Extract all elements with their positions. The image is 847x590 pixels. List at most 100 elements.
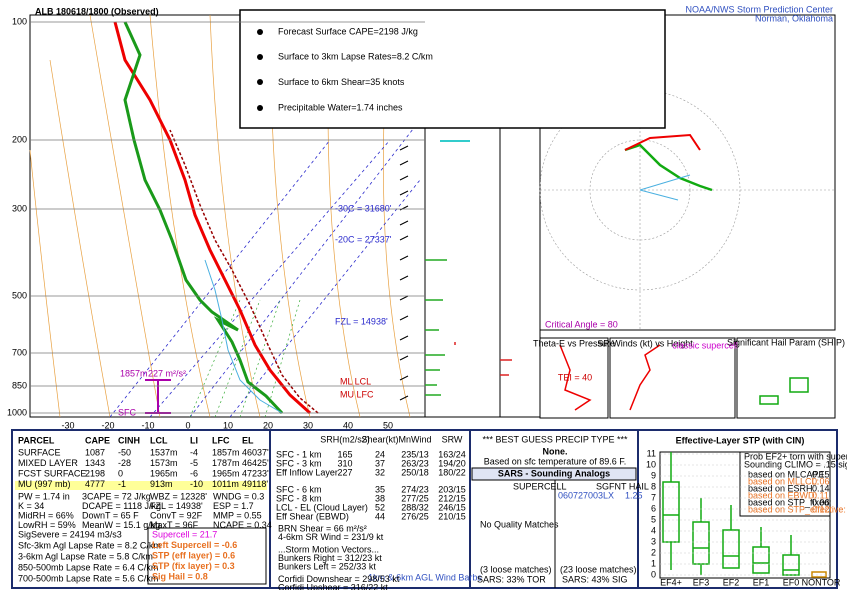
lapse-rate: 3-6km Agl Lapse Rate = 5.8 C/km	[18, 551, 153, 561]
index-cell: WBZ = 12328'	[150, 491, 207, 501]
mixing-ratio-lines	[189, 299, 301, 418]
stp-boxplots	[662, 452, 800, 576]
sars-title: SARS - Sounding Analogs	[498, 468, 610, 478]
panel-label: Significant Hail Param (SHIP)	[727, 337, 845, 347]
stp-based-value: 0.06	[812, 497, 830, 507]
hodograph-trace-high	[624, 133, 701, 151]
lapse-rate: 700-500mb Lapse Rate = 5.6 C/km	[18, 573, 158, 583]
index-cell: NCAPE = 0.34	[213, 520, 272, 530]
kin-cell: 52	[375, 502, 385, 512]
temperature-label: -10	[141, 420, 154, 430]
parcel-header: PARCEL	[18, 435, 55, 445]
parcel-cell: 1011m	[212, 479, 239, 489]
kin-line: Bunkers Right = 312/23 kt	[278, 553, 382, 563]
precip-type: None.	[542, 446, 567, 456]
callout-box	[239, 9, 666, 129]
kin-cell: 44	[375, 511, 385, 521]
kin-label: Eff Shear (EBWD)	[276, 511, 349, 521]
kin-cell: 210/15	[438, 511, 466, 521]
skewt-annotation: -30C = 31680'	[335, 203, 392, 213]
pressure-label: 200	[12, 134, 27, 144]
stp-ytick: 0	[651, 569, 656, 579]
kin-label: SFC - 8 km	[276, 493, 322, 503]
theta-e-panel	[539, 337, 609, 419]
sars-text: 060727003LX	[558, 490, 614, 500]
stp-based-value: 0.06	[812, 476, 830, 486]
parcel-cell: -10	[190, 479, 203, 489]
sars-title-box	[471, 467, 637, 481]
temperature-label: -20	[101, 420, 114, 430]
stp-based-value: 0.15	[812, 469, 830, 479]
pressure-label: 100	[12, 16, 27, 26]
sars-text: SARS: 43% SIG	[562, 574, 628, 584]
panel-label: classic supercell	[672, 340, 738, 350]
ship-panel	[736, 337, 836, 419]
stp-based-label: based on EBWD:	[748, 490, 817, 500]
skewt-annotation: 1857m	[120, 368, 148, 378]
kin-line: Bunkers Left = 252/33 kt	[278, 561, 376, 571]
parcel-cell: 1087	[85, 447, 105, 457]
mu-row-highlight	[15, 481, 267, 490]
pressure-label: 850	[12, 380, 27, 390]
parcel-cell: -28	[118, 458, 131, 468]
pressure-label: 700	[12, 347, 27, 357]
index-cell: MidRH = 66%	[18, 510, 74, 520]
precip-header: *** BEST GUESS PRECIP TYPE ***	[482, 434, 628, 444]
index-cell: MeanW = 15.1 g/kg	[82, 520, 160, 530]
sigsevere: SigSevere = 24194 m3/s3	[18, 529, 122, 539]
kin-header: SRW	[442, 434, 463, 444]
sars-text: SARS: 33% TOR	[477, 574, 546, 584]
index-cell: FZL = 14938'	[150, 501, 203, 511]
panel-label: 1km & 6km AGL Wind Barbs	[368, 572, 482, 582]
kin-cell: 263/23	[401, 458, 429, 468]
parcel-header: LCL	[150, 435, 168, 445]
kin-label: Eff Inflow Layer	[276, 467, 338, 477]
kin-cell: 194/20	[438, 458, 466, 468]
parcel-cell: 1537m	[150, 447, 178, 457]
kin-cell: 38	[375, 493, 385, 503]
kin-cell: 35	[375, 484, 385, 494]
index-cell: ConvT = 92F	[150, 510, 203, 520]
sars-text: (23 loose matches)	[560, 564, 637, 574]
stp-based-value: 0.11	[812, 490, 829, 500]
stp-legend: Prob EF2+ torn with supercell	[744, 451, 847, 461]
parcel-cell: 49118'	[242, 479, 268, 489]
temperature-label: 10	[223, 420, 233, 430]
temperature-trace	[113, 21, 312, 415]
parcel-cell: FCST SURFACE	[18, 468, 86, 478]
callout-line: Surface to 6km Shear=35 knots	[278, 77, 405, 87]
stp-category: EF2	[723, 577, 740, 587]
kin-header: MnWind	[398, 434, 431, 444]
index-cell: MaxT = 96F	[150, 520, 199, 530]
ship-box	[759, 395, 779, 405]
bullets	[257, 29, 263, 111]
stp-ytick: 5	[651, 514, 656, 524]
sr-wind-trace	[629, 344, 661, 411]
stp-ytick: 7	[651, 492, 656, 502]
inferred-temp-advection	[425, 259, 447, 396]
wetbulb-trace	[204, 259, 283, 414]
kin-cell: 310	[337, 458, 352, 468]
parcel-cell: 47233'	[242, 468, 269, 478]
sars-text: 1.25	[625, 490, 643, 500]
kin-cell: 32	[375, 467, 385, 477]
stp-category: EF1	[753, 577, 770, 587]
index-cell: DownT = 65 F	[82, 510, 139, 520]
theta-e-trace	[559, 344, 592, 411]
stp-category: EF0	[783, 577, 800, 587]
stp-ytick: 4	[651, 525, 656, 535]
parcel-cell: -6	[190, 468, 198, 478]
kin-cell: 163/24	[438, 449, 466, 459]
kin-cell: 274/23	[401, 484, 429, 494]
lapse-rate: 850-500mb Lapse Rate = 6.4 C/km	[18, 562, 158, 572]
pressure-label: 500	[12, 290, 27, 300]
sars-text: (3 loose matches)	[480, 564, 552, 574]
kin-label: SFC - 3 km	[276, 458, 322, 468]
composite: Left Supercell = -0.6	[152, 540, 237, 550]
kin-line: Corfidi Downshear = 298/53 kt	[278, 574, 400, 584]
stp-ytick: 8	[651, 481, 656, 491]
kin-cell: 212/15	[438, 493, 466, 503]
stp-title: Effective-Layer STP (with CIN)	[676, 435, 805, 445]
kin-cell: 203/15	[438, 484, 466, 494]
